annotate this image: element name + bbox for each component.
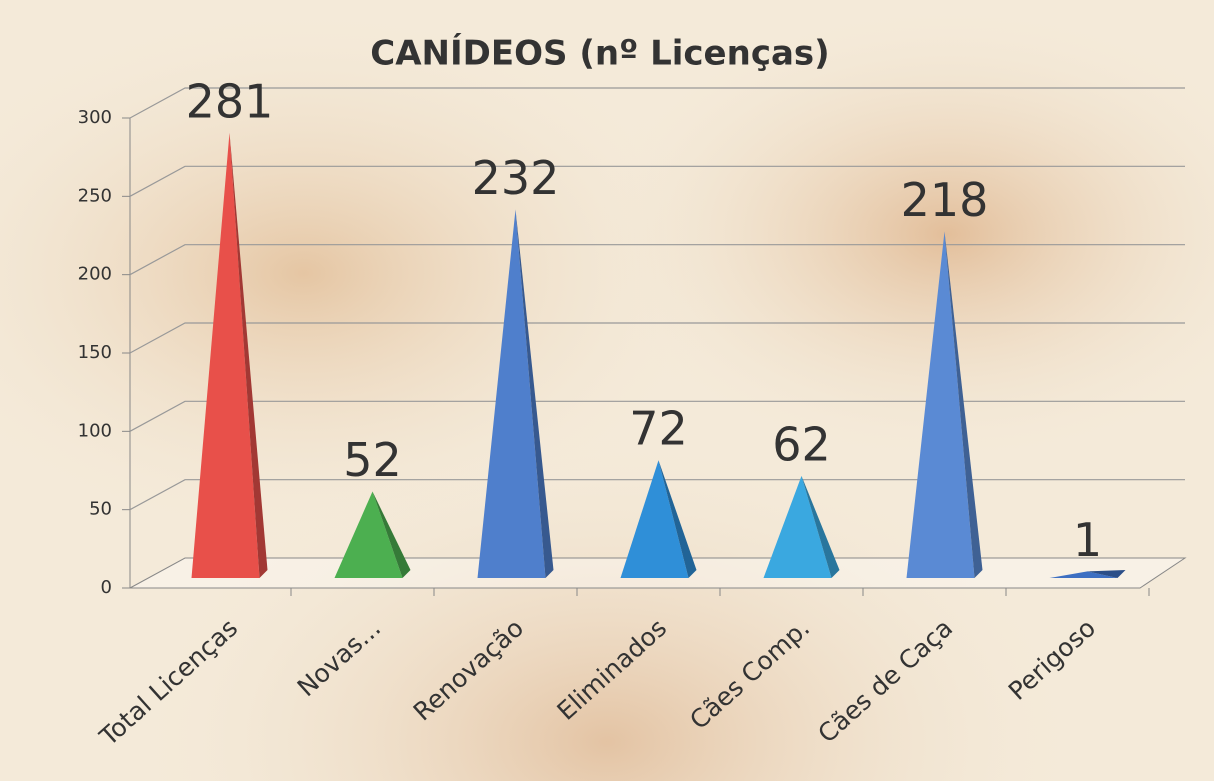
data-label: 232 bbox=[472, 151, 560, 205]
pyramid-side bbox=[1087, 570, 1126, 578]
pyramid-front bbox=[191, 132, 260, 578]
pyramid bbox=[1049, 570, 1126, 578]
pyramid-front bbox=[334, 491, 403, 578]
data-label: 1 bbox=[1073, 513, 1102, 567]
chart-title: CANÍDEOS (nº Licenças) bbox=[370, 33, 829, 74]
pyramid-front bbox=[1049, 571, 1118, 578]
grid-line bbox=[129, 322, 1185, 354]
pyramid bbox=[906, 231, 983, 578]
pyramid-front bbox=[477, 209, 546, 579]
pyramid bbox=[620, 460, 697, 578]
grid-line bbox=[129, 87, 1185, 119]
data-label: 62 bbox=[772, 417, 831, 471]
pyramid-side bbox=[229, 132, 268, 578]
pyramid-side bbox=[944, 231, 983, 578]
pyramid bbox=[334, 491, 411, 578]
pyramid-side bbox=[372, 491, 411, 578]
grid-line bbox=[129, 165, 1185, 197]
pyramid bbox=[763, 475, 840, 578]
y-tick-label: 100 bbox=[78, 420, 112, 441]
data-label: 72 bbox=[629, 402, 688, 456]
data-label: 281 bbox=[186, 74, 274, 128]
pyramid-front bbox=[906, 231, 975, 578]
pyramid bbox=[477, 209, 554, 579]
y-tick-label: 200 bbox=[78, 264, 112, 285]
pyramid-front bbox=[763, 475, 832, 578]
y-tick-label: 300 bbox=[78, 107, 112, 128]
grid-line bbox=[129, 400, 1185, 432]
grid-line bbox=[129, 244, 1185, 276]
y-tick-label: 250 bbox=[78, 185, 112, 206]
pyramid-side bbox=[658, 460, 697, 578]
pyramid-side bbox=[515, 209, 554, 579]
data-label: 52 bbox=[343, 433, 402, 487]
pyramid-side bbox=[801, 475, 840, 578]
data-label: 218 bbox=[901, 173, 989, 227]
pyramid-front bbox=[620, 460, 689, 578]
y-tick-label: 0 bbox=[101, 577, 112, 598]
grid-line bbox=[129, 479, 1185, 511]
y-tick-label: 50 bbox=[89, 499, 112, 520]
y-tick-label: 150 bbox=[78, 342, 112, 363]
pyramid bbox=[191, 132, 268, 578]
